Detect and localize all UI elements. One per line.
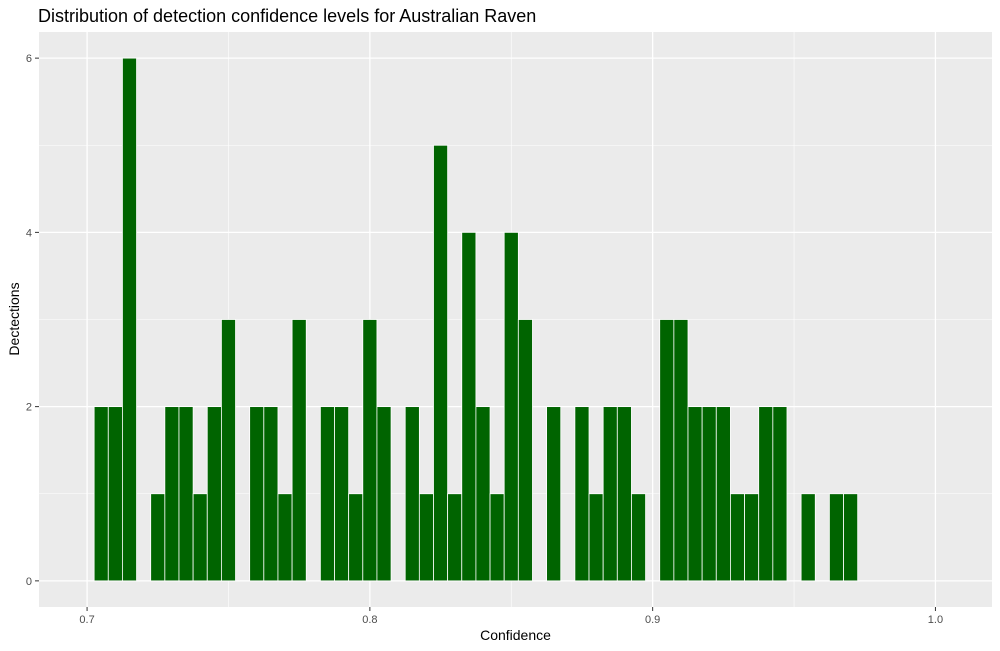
bar: [277, 493, 293, 582]
bar: [192, 493, 208, 582]
bars: [93, 57, 859, 582]
bar: [616, 406, 632, 582]
bar: [843, 493, 859, 582]
bar: [122, 57, 137, 582]
bar: [376, 406, 392, 582]
x-tick-label: 0.8: [362, 614, 377, 626]
bar: [362, 319, 378, 582]
bar: [673, 319, 689, 582]
bar: [602, 406, 618, 582]
bar: [758, 406, 774, 582]
bar: [574, 406, 590, 582]
bar: [107, 406, 123, 582]
bar: [249, 406, 265, 582]
bar: [150, 493, 166, 582]
bar: [263, 406, 279, 582]
bar: [433, 144, 449, 582]
bar: [93, 406, 109, 582]
bar: [517, 319, 533, 582]
x-tick-label: 1.0: [928, 614, 943, 626]
bar: [659, 319, 675, 582]
chart-title: Distribution of detection confidence lev…: [38, 6, 536, 26]
bar: [715, 406, 731, 582]
bar: [489, 493, 505, 582]
bar: [546, 406, 562, 582]
bar: [828, 493, 844, 582]
y-tick-label: 0: [26, 576, 32, 588]
bar: [461, 231, 477, 582]
y-tick-label: 2: [26, 402, 32, 414]
bar: [291, 319, 307, 582]
y-tick-label: 6: [26, 53, 32, 65]
bar: [475, 406, 491, 582]
bar: [220, 319, 236, 582]
bar: [701, 406, 717, 582]
bar: [588, 493, 604, 582]
bar: [319, 406, 335, 582]
bar: [334, 406, 350, 582]
bar: [730, 493, 745, 582]
bar: [447, 493, 463, 582]
x-tick-label: 0.7: [79, 614, 94, 626]
bar: [348, 493, 364, 582]
x-axis: 0.7 0.8 0.9 1.0: [79, 607, 943, 626]
bar: [418, 493, 434, 582]
bar: [631, 493, 646, 582]
bar: [687, 406, 703, 582]
bar: [178, 406, 194, 582]
bar: [206, 406, 222, 582]
bar: [164, 406, 180, 582]
y-tick-label: 4: [26, 227, 32, 239]
bar: [744, 493, 760, 582]
x-tick-label: 0.9: [645, 614, 660, 626]
bar: [503, 231, 519, 582]
y-axis: 0 2 4 6: [26, 53, 39, 588]
bar: [772, 406, 788, 582]
bar: [404, 406, 420, 582]
y-axis-title: Dectections: [6, 282, 22, 355]
bar: [800, 493, 816, 582]
x-axis-title: Confidence: [480, 627, 551, 643]
